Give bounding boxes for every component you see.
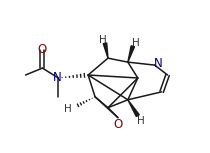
Text: O: O: [38, 43, 47, 56]
Text: H: H: [64, 104, 72, 114]
Polygon shape: [128, 100, 139, 117]
Text: N: N: [154, 57, 163, 70]
Text: H: H: [99, 35, 107, 45]
Text: O: O: [113, 118, 123, 131]
Text: N: N: [53, 71, 62, 84]
Polygon shape: [128, 46, 134, 62]
Polygon shape: [103, 43, 108, 58]
Text: H: H: [132, 38, 140, 48]
Text: H: H: [137, 116, 145, 126]
